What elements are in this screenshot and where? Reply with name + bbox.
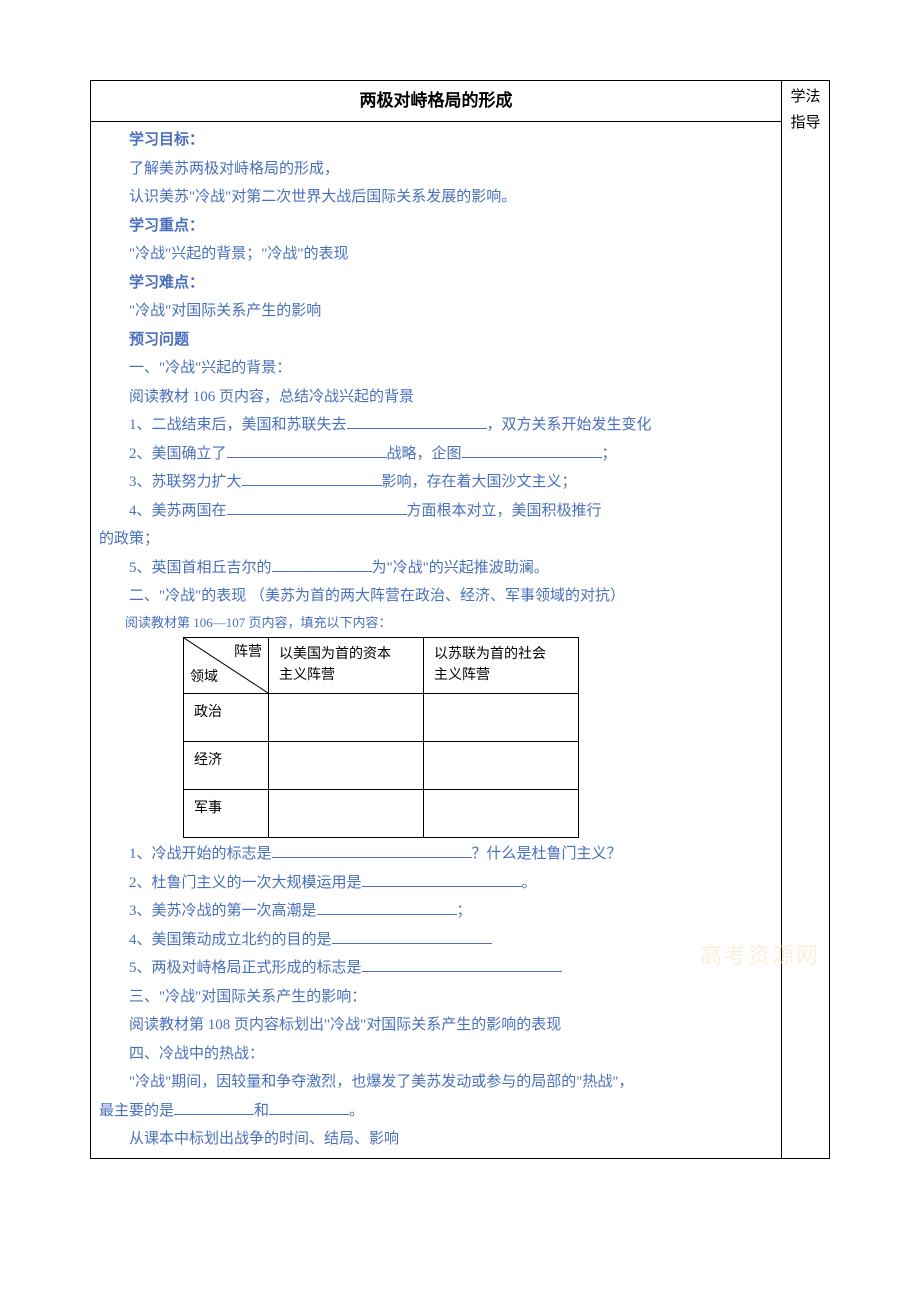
- row1-label: 政治: [184, 694, 269, 742]
- blank: [227, 441, 387, 458]
- blank: [242, 470, 382, 487]
- s4-l2a: 最主要的是: [99, 1103, 174, 1119]
- s2-item3: 3、美苏冷战的第一次高潮是 ；: [99, 897, 773, 926]
- s3-line1: 阅读教材第 108 页内容标划出"冷战"对国际关系产生的影响的表现: [99, 1011, 773, 1040]
- s4-line3: 从课本中标划出战争的时间、结局、影响: [99, 1125, 773, 1154]
- objective-line1: 了解美苏两极对峙格局的形成，: [99, 155, 773, 184]
- col2b: 主义阵营: [434, 668, 490, 683]
- s1-5a: 5、英国首相丘吉尔的: [129, 560, 272, 576]
- preview-heading: 预习问题: [99, 326, 773, 355]
- diagonal-header-cell: 阵营 领域: [184, 638, 269, 694]
- s2-4a: 4、美国策动成立北约的目的是: [129, 932, 332, 948]
- content-cell: 学习目标： 了解美苏两极对峙格局的形成， 认识美苏"冷战"对第二次世界大战后国际…: [91, 122, 782, 1159]
- s2-heading: 二、"冷战"的表现 （美苏为首的两大阵营在政治、经济、军事领域的对抗）: [99, 582, 773, 611]
- s1-3b: 影响，存在着大国沙文主义；: [382, 474, 577, 490]
- s2-item5: 5、两极对峙格局正式形成的标志是: [99, 954, 773, 983]
- title-cell: 两极对峙格局的形成: [91, 81, 782, 122]
- s1-4b: 方面根本对立，美国积极推行: [407, 503, 602, 519]
- s4-line2: 最主要的是 和 。: [99, 1097, 773, 1126]
- s2-5a: 5、两极对峙格局正式形成的标志是: [129, 960, 362, 976]
- s1-item1: 1、二战结束后，美国和苏联失去 ，双方关系开始发生变化: [99, 411, 773, 440]
- document-title: 两极对峙格局的形成: [360, 91, 513, 110]
- sidebar-cell: 学法指导: [782, 81, 830, 1159]
- col1-header: 以美国为首的资本 主义阵营: [269, 638, 424, 694]
- cell-military-ussr: [424, 790, 579, 838]
- blank: [332, 927, 492, 944]
- diag-bottom-label: 领域: [190, 665, 218, 692]
- cell-politics-us: [269, 694, 424, 742]
- blank: [227, 498, 407, 515]
- s1-read: 阅读教材 106 页内容，总结冷战兴起的背景: [99, 383, 773, 412]
- col1a: 以美国为首的资本: [279, 647, 391, 662]
- s2-item4: 4、美国策动成立北约的目的是: [99, 926, 773, 955]
- s1-2a: 2、美国确立了: [129, 446, 227, 462]
- objective-heading: 学习目标：: [99, 126, 773, 155]
- cell-politics-ussr: [424, 694, 579, 742]
- difficulty-heading: 学习难点：: [99, 269, 773, 298]
- s2-1b: ？什么是杜鲁门主义？: [472, 846, 622, 862]
- cell-economy-us: [269, 742, 424, 790]
- blank: [272, 555, 372, 572]
- s2-2a: 2、杜鲁门主义的一次大规模运用是: [129, 875, 362, 891]
- blank: [347, 413, 487, 430]
- s4-l2b: 和: [254, 1103, 269, 1119]
- s4-line1: "冷战"期间，因较量和争夺激烈，也爆发了美苏发动或参与的局部的"热战"，: [99, 1068, 773, 1097]
- s2-1a: 1、冷战开始的标志是: [129, 846, 272, 862]
- col1b: 主义阵营: [279, 668, 335, 683]
- s2-item2: 2、杜鲁门主义的一次大规模运用是 。: [99, 869, 773, 898]
- col2-header: 以苏联为首的社会 主义阵营: [424, 638, 579, 694]
- s1-heading: 一、"冷战"兴起的背景：: [99, 354, 773, 383]
- row3-label: 军事: [184, 790, 269, 838]
- document-layout-table: 两极对峙格局的形成 学法指导 学习目标： 了解美苏两极对峙格局的形成， 认识美苏…: [90, 80, 830, 1159]
- sidebar-label: 学法指导: [790, 89, 820, 131]
- s3-heading: 三、"冷战"对国际关系产生的影响：: [99, 983, 773, 1012]
- focus-line1: "冷战"兴起的背景；"冷战"的表现: [99, 240, 773, 269]
- s1-4a: 4、美苏两国在: [129, 503, 227, 519]
- col2a: 以苏联为首的社会: [434, 647, 546, 662]
- s4-l2c: 。: [349, 1103, 364, 1119]
- diag-top-label: 阵营: [234, 640, 262, 667]
- s1-item3: 3、苏联努力扩大 影响，存在着大国沙文主义；: [99, 468, 773, 497]
- s2-3b: ；: [457, 903, 472, 919]
- s1-5b: 为"冷战"的兴起推波助澜。: [372, 560, 549, 576]
- blank: [174, 1098, 254, 1115]
- blank: [269, 1098, 349, 1115]
- cell-economy-ussr: [424, 742, 579, 790]
- row2-label: 经济: [184, 742, 269, 790]
- s1-3a: 3、苏联努力扩大: [129, 474, 242, 490]
- s1-1b: ，双方关系开始发生变化: [487, 417, 652, 433]
- s2-item1: 1、冷战开始的标志是 ？什么是杜鲁门主义？: [99, 840, 773, 869]
- s1-item5: 5、英国首相丘吉尔的 为"冷战"的兴起推波助澜。: [99, 554, 773, 583]
- s1-item2: 2、美国确立了 战略，企图 ；: [99, 440, 773, 469]
- blank: [317, 899, 457, 916]
- blank: [362, 956, 562, 973]
- blank: [362, 870, 522, 887]
- camp-comparison-table: 阵营 领域 以美国为首的资本 主义阵营 以苏联为首的社会 主义阵营: [183, 637, 579, 838]
- s1-item4: 4、美苏两国在 方面根本对立，美国积极推行: [99, 497, 773, 526]
- blank: [272, 842, 472, 859]
- focus-heading: 学习重点：: [99, 212, 773, 241]
- s2-3a: 3、美苏冷战的第一次高潮是: [129, 903, 317, 919]
- s1-1a: 1、二战结束后，美国和苏联失去: [129, 417, 347, 433]
- difficulty-line1: "冷战"对国际关系产生的影响: [99, 297, 773, 326]
- objective-line2: 认识美苏"冷战"对第二次世界大战后国际关系发展的影响。: [99, 183, 773, 212]
- s1-2c: ；: [602, 446, 617, 462]
- s2-read: 阅读教材第 106—107 页内容，填充以下内容：: [99, 611, 773, 636]
- s1-item4c: 的政策；: [99, 525, 773, 554]
- cell-military-us: [269, 790, 424, 838]
- blank: [462, 441, 602, 458]
- s4-heading: 四、冷战中的热战：: [99, 1040, 773, 1069]
- s1-2b: 战略，企图: [387, 446, 462, 462]
- s2-2b: 。: [522, 875, 537, 891]
